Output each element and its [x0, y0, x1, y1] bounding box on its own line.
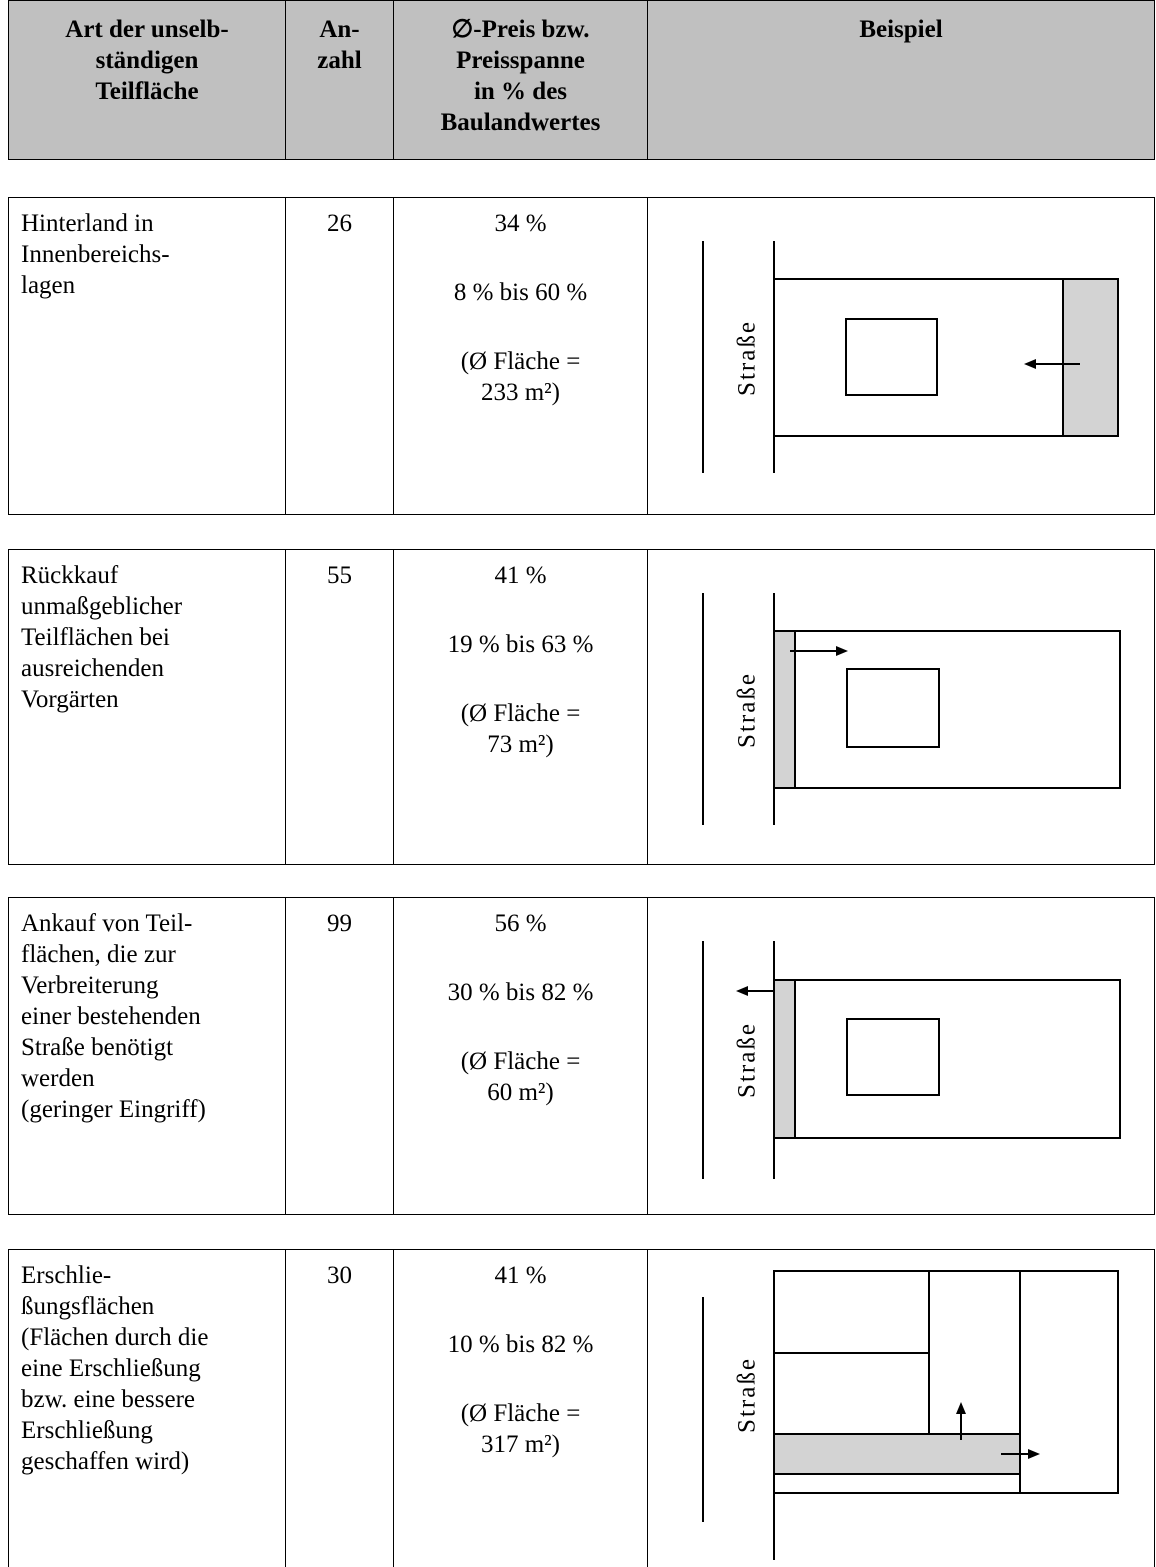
- gebaeude: [845, 318, 938, 396]
- example-diagram-hinterland: Straße: [702, 241, 1119, 473]
- strasse-label: Straße: [734, 1022, 761, 1098]
- row-beispiel: Straße: [648, 1250, 1154, 1567]
- table-row: Hinterland in Innenbereichs- lagen 26 34…: [8, 197, 1155, 515]
- grundstueck: [773, 630, 1121, 789]
- header-preis: ∅-Preis bzw. Preisspanne in % des Baulan…: [394, 1, 648, 159]
- row-anzahl: 99: [286, 898, 394, 1214]
- row-beispiel: Straße: [648, 550, 1154, 864]
- row-anzahl: 55: [286, 550, 394, 864]
- row-art: Erschlie- ßungsflächen (Flächen durch di…: [9, 1250, 286, 1567]
- strasse-label: Straße: [734, 320, 761, 396]
- arrow-left-icon: [736, 986, 748, 996]
- row-preis: 41 % 10 % bis 82 % (Ø Fläche = 317 m²): [394, 1250, 648, 1567]
- row-art: Hinterland in Innenbereichs- lagen: [9, 198, 286, 514]
- row-art: Ankauf von Teil- flächen, die zur Verbre…: [9, 898, 286, 1214]
- header-anzahl: An- zahl: [286, 1, 394, 159]
- arrow-left-icon: [1024, 359, 1036, 369]
- strasse-label: Straße: [734, 672, 761, 748]
- grundstueck: [773, 278, 1119, 437]
- teilflaeche-shaded: [1062, 278, 1119, 437]
- table-row: Ankauf von Teil- flächen, die zur Verbre…: [8, 897, 1155, 1215]
- header-beispiel: Beispiel: [859, 16, 943, 43]
- teilflaeche-shaded: [773, 1433, 1021, 1475]
- row-preis: 34 % 8 % bis 60 % (Ø Fläche = 233 m²): [394, 198, 648, 514]
- gebaeude: [846, 1018, 940, 1096]
- table-row: Erschlie- ßungsflächen (Flächen durch di…: [8, 1249, 1155, 1567]
- arrow-right-icon: [836, 646, 848, 656]
- teilflaeche-shaded: [773, 630, 796, 789]
- row-beispiel: Straße: [648, 898, 1154, 1214]
- row-anzahl: 26: [286, 198, 394, 514]
- row-art: Rückkauf unmaßgeblicher Teilflächen bei …: [9, 550, 286, 864]
- table-row: Rückkauf unmaßgeblicher Teilflächen bei …: [8, 549, 1155, 865]
- teilflaeche-shaded: [773, 979, 796, 1139]
- arrow-right-icon: [1028, 1449, 1040, 1459]
- gebaeude: [846, 668, 940, 748]
- example-diagram-verbreiterung: Straße: [702, 941, 1121, 1179]
- row-preis: 41 % 19 % bis 63 % (Ø Fläche = 73 m²): [394, 550, 648, 864]
- row-beispiel: Straße: [648, 198, 1154, 514]
- header-art: Art der unselb- ständigen Teilfläche: [9, 1, 286, 159]
- row-anzahl: 30: [286, 1250, 394, 1567]
- example-diagram-rueckkauf: Straße: [702, 593, 1121, 825]
- grundstueck: [773, 979, 1121, 1139]
- arrow-up-icon: [956, 1402, 966, 1414]
- row-preis: 56 % 30 % bis 82 % (Ø Fläche = 60 m²): [394, 898, 648, 1214]
- table-header: Art der unselb- ständigen Teilfläche An-…: [8, 0, 1155, 160]
- example-diagram-erschliessung: Straße: [702, 1270, 1119, 1560]
- strasse-label: Straße: [734, 1357, 761, 1433]
